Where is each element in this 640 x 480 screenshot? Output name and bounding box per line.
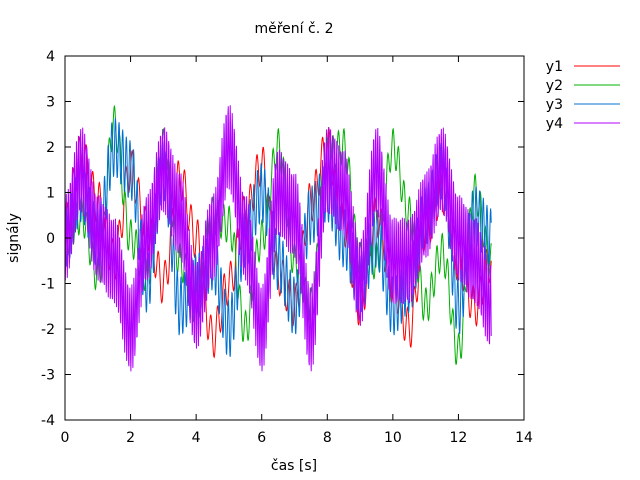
x-tick-label: 0 <box>61 430 70 446</box>
x-tick-label: 8 <box>323 430 332 446</box>
y-tick-label: 1 <box>46 186 55 202</box>
y-tick-label: -2 <box>41 322 55 338</box>
y-axis-label: signály <box>6 213 22 263</box>
y-tick-label: -3 <box>41 368 55 384</box>
y-tick-label: -4 <box>41 413 55 429</box>
y-tick-label: -1 <box>41 277 55 293</box>
legend-label-y3: y3 <box>546 97 563 113</box>
legend-label-y1: y1 <box>546 59 563 75</box>
x-tick-label: 10 <box>384 430 402 446</box>
x-tick-label: 6 <box>257 430 266 446</box>
y-tick-label: 0 <box>46 231 55 247</box>
plot-area <box>65 105 491 371</box>
y-tick-label: 4 <box>46 49 55 65</box>
legend-label-y2: y2 <box>546 78 563 94</box>
x-tick-label: 4 <box>192 430 201 446</box>
x-tick-label: 14 <box>515 430 533 446</box>
x-tick-label: 2 <box>126 430 135 446</box>
x-axis-label: čas [s] <box>271 458 317 474</box>
y-tick-label: 3 <box>46 95 55 111</box>
legend-label-y4: y4 <box>546 116 563 132</box>
x-tick-label: 12 <box>450 430 468 446</box>
y-tick-label: 2 <box>46 140 55 156</box>
chart-title: měření č. 2 <box>254 21 333 37</box>
legend: y1 y2 y3 y4 <box>546 59 620 132</box>
